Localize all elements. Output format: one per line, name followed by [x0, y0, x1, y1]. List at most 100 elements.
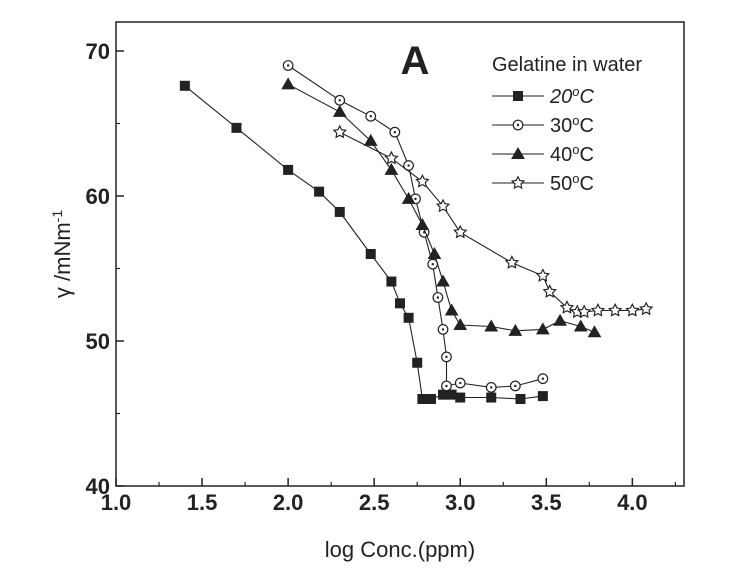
data-point-dot — [459, 381, 462, 385]
legend-marker — [511, 146, 525, 159]
legend-label: 50oC — [550, 171, 594, 196]
data-point-dot — [514, 384, 517, 388]
data-point — [417, 394, 428, 404]
data-point — [415, 217, 430, 230]
data-point-dot — [286, 64, 290, 67]
data-point — [484, 319, 499, 332]
legend-marker — [513, 91, 523, 101]
data-point — [179, 80, 190, 91]
legend-label: 40oC — [550, 142, 594, 167]
data-point — [427, 258, 439, 270]
y-tick-label: 60 — [86, 184, 110, 209]
data-point — [591, 303, 605, 317]
y-tick-label: 50 — [86, 329, 110, 354]
data-point-dot — [441, 328, 445, 331]
data-point-dot — [369, 115, 372, 118]
x-tick-label: 3.0 — [445, 490, 476, 515]
data-point — [436, 274, 450, 287]
data-point — [485, 382, 497, 393]
legend-label-sup: o — [572, 113, 579, 128]
y-axis-title: γ /mNm-1 — [49, 210, 75, 298]
x-tick-label: 1.0 — [101, 490, 132, 515]
series-line — [339, 131, 647, 313]
data-point — [401, 191, 416, 204]
y-axis-title-main: γ /mNm — [50, 222, 75, 298]
data-point — [403, 160, 415, 171]
legend-label: 20oC — [549, 84, 594, 109]
data-point — [509, 380, 521, 392]
data-point — [455, 392, 466, 403]
data-point — [365, 110, 377, 122]
data-point — [438, 389, 449, 400]
data-point-dot — [338, 99, 341, 102]
legend-label-sup: o — [572, 171, 579, 186]
data-point — [486, 392, 497, 403]
data-point-dot — [414, 197, 417, 201]
legend-label-value: 20 — [549, 86, 572, 108]
data-point — [334, 206, 345, 217]
data-point — [453, 225, 467, 238]
y-tick-label: 40 — [86, 474, 110, 499]
y-axis-title-sup: -1 — [49, 210, 65, 223]
x-tick-label: 4.0 — [617, 490, 648, 515]
data-point — [508, 323, 523, 336]
legend-label: 30oC — [550, 113, 594, 138]
data-point — [441, 380, 452, 392]
plot-frame — [115, 21, 685, 487]
data-point — [537, 373, 549, 385]
legend-item: 40oC — [492, 142, 594, 167]
data-point — [625, 303, 639, 317]
series-3 — [333, 125, 653, 318]
series-layer — [179, 60, 653, 404]
data-point — [427, 246, 442, 259]
data-point — [537, 391, 548, 402]
series-line — [184, 85, 543, 400]
data-point — [389, 126, 401, 138]
data-point — [573, 319, 588, 332]
data-point — [425, 394, 436, 404]
legend-item: 30oC — [492, 113, 594, 138]
data-point — [553, 313, 567, 326]
x-tick-label: 1.5 — [187, 490, 218, 515]
data-point — [283, 164, 294, 175]
series-1 — [282, 60, 549, 393]
data-point — [446, 389, 457, 400]
data-point — [535, 322, 550, 335]
data-point — [363, 133, 378, 146]
data-point — [536, 268, 550, 282]
data-point — [432, 292, 444, 303]
data-point-dot — [431, 262, 434, 266]
y-axis-ticks: 40 50 60 70 — [86, 39, 124, 499]
data-point — [333, 125, 347, 138]
legend-label-unit: C — [579, 144, 593, 166]
data-point — [587, 325, 602, 338]
panel-letter: A — [401, 39, 430, 83]
legend-marker — [512, 119, 524, 131]
data-point-dot — [445, 355, 448, 359]
x-axis-title: log Conc.(ppm) — [325, 537, 475, 562]
x-tick-label: 2.5 — [359, 490, 390, 515]
series-0 — [179, 80, 548, 404]
legend-marker — [511, 176, 525, 189]
data-point — [444, 303, 459, 316]
data-point-dot — [541, 377, 545, 380]
legend-marker-dot — [516, 123, 520, 127]
x-tick-label: 3.5 — [531, 490, 562, 515]
legend-label-unit: C — [579, 115, 593, 137]
y-tick-label: 70 — [86, 39, 110, 64]
data-point — [453, 318, 468, 331]
data-point-dot — [407, 164, 410, 167]
legend-label-unit: C — [579, 173, 593, 195]
data-point — [415, 174, 429, 188]
data-point — [384, 162, 399, 175]
data-point — [314, 186, 325, 197]
legend-label-unit: C — [579, 86, 594, 108]
series-line — [287, 65, 544, 388]
data-point — [395, 298, 405, 309]
data-point — [332, 104, 347, 117]
data-point — [282, 60, 294, 71]
data-point — [334, 94, 346, 106]
data-point — [403, 312, 414, 323]
